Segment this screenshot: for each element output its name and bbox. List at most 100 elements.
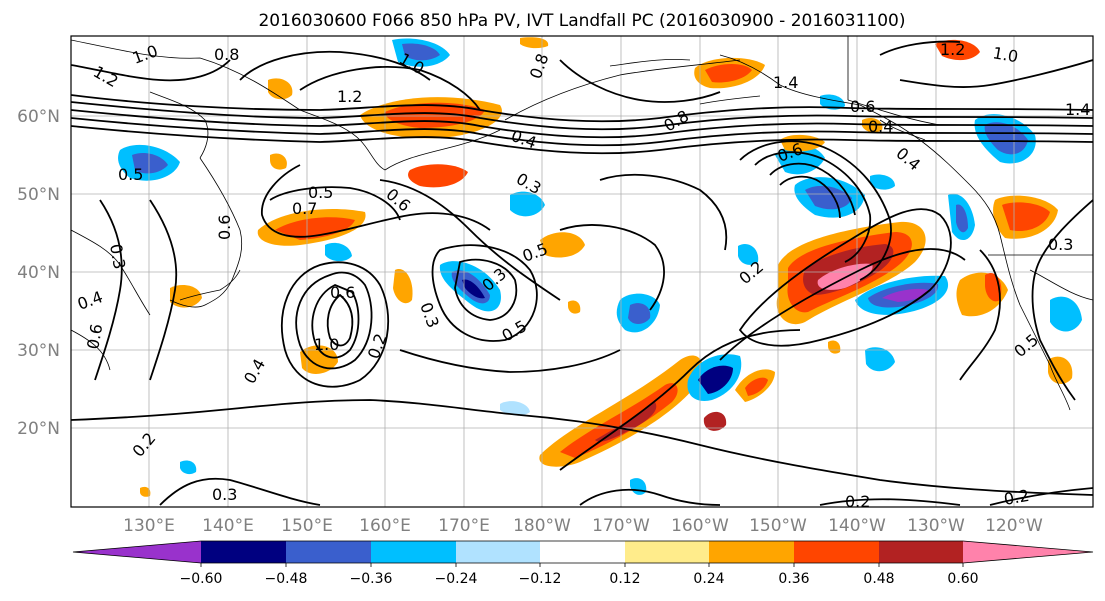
colorbar-segment <box>625 541 709 563</box>
contour-label: 0.6 <box>330 283 355 302</box>
contour-label: 0.8 <box>214 45 239 64</box>
pv-negative-region <box>698 365 733 394</box>
pv-positive-region <box>300 345 338 374</box>
contour-label: 1.2 <box>337 87 362 106</box>
pv-positive-region <box>170 285 202 308</box>
pv-negative-region <box>738 243 759 265</box>
pv-negative-region <box>984 122 1028 155</box>
contour-label: 1.0 <box>314 335 339 354</box>
pv-positive-region <box>520 37 549 49</box>
pv-positive-region <box>275 217 355 240</box>
colorbar-tick-label: −0.12 <box>519 571 562 587</box>
lon-label: 180°W <box>513 516 571 536</box>
lat-label-40n: 40°N <box>17 263 60 283</box>
colorbar-tick-label: −0.24 <box>435 571 478 587</box>
contour-label: 1.0 <box>991 43 1019 66</box>
colorbar-ticks: −0.60 −0.48 −0.36 −0.24 −0.12 0.12 0.24 … <box>180 571 979 587</box>
pv-positive-region <box>408 164 468 188</box>
pv-positive-region <box>935 39 980 61</box>
pv-positive-region <box>1048 356 1073 384</box>
colorbar-segment <box>201 541 286 563</box>
contour-label: 0.4 <box>868 117 893 136</box>
latitude-labels: 60°N 50°N 40°N 30°N 20°N <box>17 107 60 439</box>
pv-positive-region <box>705 64 752 83</box>
pv-negative-region <box>882 288 928 302</box>
lat-label-20n: 20°N <box>17 419 60 439</box>
colorbar-segment <box>456 541 540 563</box>
colorbar-extend-max <box>963 541 1093 563</box>
lat-label-60n: 60°N <box>17 107 60 127</box>
pv-negative-region <box>510 191 545 217</box>
pv-negative-region <box>180 460 197 475</box>
colorbar-tick-label: 0.60 <box>947 571 978 587</box>
colorbar-tick-label: 0.36 <box>778 571 809 587</box>
colorbar-tick-label: −0.60 <box>180 571 223 587</box>
lon-label: 160°W <box>671 516 729 536</box>
contour-label: 1.4 <box>1065 100 1090 119</box>
pv-negative-region <box>462 279 485 299</box>
pv-positive-region <box>745 377 768 396</box>
pv-positive-region <box>268 78 293 100</box>
pv-negative-region <box>820 94 845 110</box>
pv-negative-region <box>956 204 968 233</box>
colorbar-tick-label: 0.12 <box>609 571 640 587</box>
lat-label-30n: 30°N <box>17 341 60 361</box>
pv-positive-region <box>140 486 151 497</box>
colorbar-tick-label: −0.36 <box>350 571 393 587</box>
contour-label: 0.7 <box>292 199 317 218</box>
pv-negative-region <box>402 43 440 61</box>
lon-label: 170°W <box>592 516 650 536</box>
lat-label-50n: 50°N <box>17 185 60 205</box>
contour-label: 0.3 <box>212 485 237 504</box>
lon-label: 150°E <box>281 516 333 536</box>
colorbar-tick-label: 0.24 <box>693 571 724 587</box>
contour-label: 0.2 <box>845 492 870 511</box>
longitude-labels: 130°E 140°E 150°E 160°E 170°E 180°W 170°… <box>123 516 1043 536</box>
pv-negative-region <box>628 303 651 324</box>
contour-label: 0.2 <box>1002 486 1030 509</box>
lon-label: 150°W <box>749 516 807 536</box>
pv-positive-region <box>703 411 727 431</box>
pv-positive-region <box>568 300 581 314</box>
map-frame <box>70 35 1094 508</box>
contour-label: 1.2 <box>940 40 965 59</box>
colorbar-segment <box>794 541 879 563</box>
map-panel: 1.0 0.8 1.2 1.2 1.0 0.8 1.4 0.6 1.2 1.0 … <box>71 36 1093 511</box>
contour-label: 0.3 <box>1048 235 1073 254</box>
pv-negative-region <box>132 153 168 174</box>
lon-label: 140°E <box>202 516 254 536</box>
colorbar-segment <box>879 541 963 563</box>
pv-positive-region <box>393 269 413 304</box>
pv-positive-region <box>560 383 678 458</box>
pv-negative-region <box>325 242 352 262</box>
colorbar-segment <box>371 541 456 563</box>
colorbar-tick-label: 0.48 <box>863 571 894 587</box>
pv-negative-region <box>805 185 852 210</box>
contour-label: 1.4 <box>773 73 798 92</box>
colorbar-segments <box>72 540 1094 567</box>
pv-positive-region <box>540 232 585 258</box>
contour-label: 0.6 <box>850 97 875 116</box>
contour-label: 0.3 <box>106 242 129 270</box>
lon-label: 130°W <box>907 516 965 536</box>
pv-contours <box>71 40 1093 506</box>
pv-negative-region <box>1050 296 1082 332</box>
pv-negative-region <box>870 174 895 190</box>
contour-label: 0.6 <box>215 215 234 240</box>
contour-label: 0.5 <box>118 165 143 184</box>
colorbar: −0.60 −0.48 −0.36 −0.24 −0.12 0.12 0.24 … <box>72 540 1094 587</box>
pv-negative-region <box>865 347 895 372</box>
colorbar-extend-min <box>73 541 201 563</box>
lon-label: 140°W <box>828 516 886 536</box>
contour-label: 0.5 <box>308 183 333 202</box>
pv-negative-region <box>500 401 530 416</box>
pv-positive-region <box>270 153 287 170</box>
contour-label: 0.6 <box>83 322 106 350</box>
colorbar-tick-label: −0.48 <box>265 571 308 587</box>
lon-label: 130°E <box>123 516 175 536</box>
lon-label: 160°E <box>359 516 411 536</box>
colorbar-segment <box>540 541 625 563</box>
coastlines <box>71 36 1093 411</box>
lon-label: 170°E <box>438 516 490 536</box>
